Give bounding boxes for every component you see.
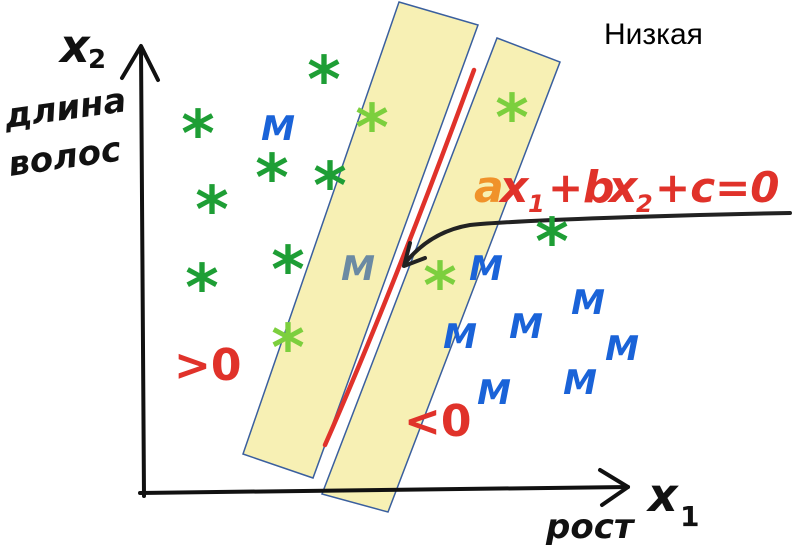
y-axis [139,46,146,498]
m-point: M [469,249,503,289]
equation-a: a [474,162,504,213]
decision-boundary [322,67,477,448]
decision-equation: a x 1 + b x 2 +c=0 [474,162,780,218]
star-point: * [355,92,388,166]
star-point: * [185,252,218,326]
star-point: * [271,312,304,386]
equation-x2: x [607,162,639,213]
region-label-positive: >0 [174,340,241,391]
equation-pointer-arrowhead [402,241,427,268]
y-axis-subscript: 2 [88,45,106,75]
star-point: * [423,250,456,324]
equation-x1: x [498,162,530,213]
star-point: * [313,150,346,224]
x-axis-symbol: x [646,468,679,522]
x-axis-subscript: 1 [680,500,699,533]
slide-title: Низкая [604,18,703,51]
m-point: M [605,329,639,369]
equation-pointer-arrow [404,211,792,264]
star-point: * [307,44,340,118]
m-point: M [571,283,605,323]
star-point: * [495,82,528,156]
equation-rest: +c=0 [655,163,780,212]
y-axis-label-line2: волос [6,130,124,185]
margin-band-left [242,1,479,479]
equation-sub2: 2 [636,190,653,218]
equation-plus1: + [548,163,583,212]
y-axis-symbol: x [58,19,91,73]
m-point: M [509,307,543,347]
star-point: * [535,206,568,280]
m-point: M [563,363,597,403]
star-point: * [181,98,214,172]
y-axis-label-line1: длина [1,80,129,137]
star-point: * [195,174,228,248]
x-axis [138,485,630,495]
class-m-points: M M M M M M M M M [261,109,639,413]
class-star-points: * * * * * * * * * * * * [181,44,568,386]
m-point: M [443,317,477,357]
y-axis-arrowhead [120,44,160,82]
star-point: * [255,142,288,216]
equation-b: b [583,162,615,213]
margin-band-right [321,37,561,513]
region-label-negative: <0 [404,396,471,447]
m-point: M [261,109,295,149]
m-point: M [341,249,375,289]
equation-sub1: 1 [528,190,545,218]
x-axis-label: рост [545,507,636,547]
star-point: * [271,234,304,308]
x-axis-arrowhead [598,468,630,507]
m-point: M [477,373,511,413]
